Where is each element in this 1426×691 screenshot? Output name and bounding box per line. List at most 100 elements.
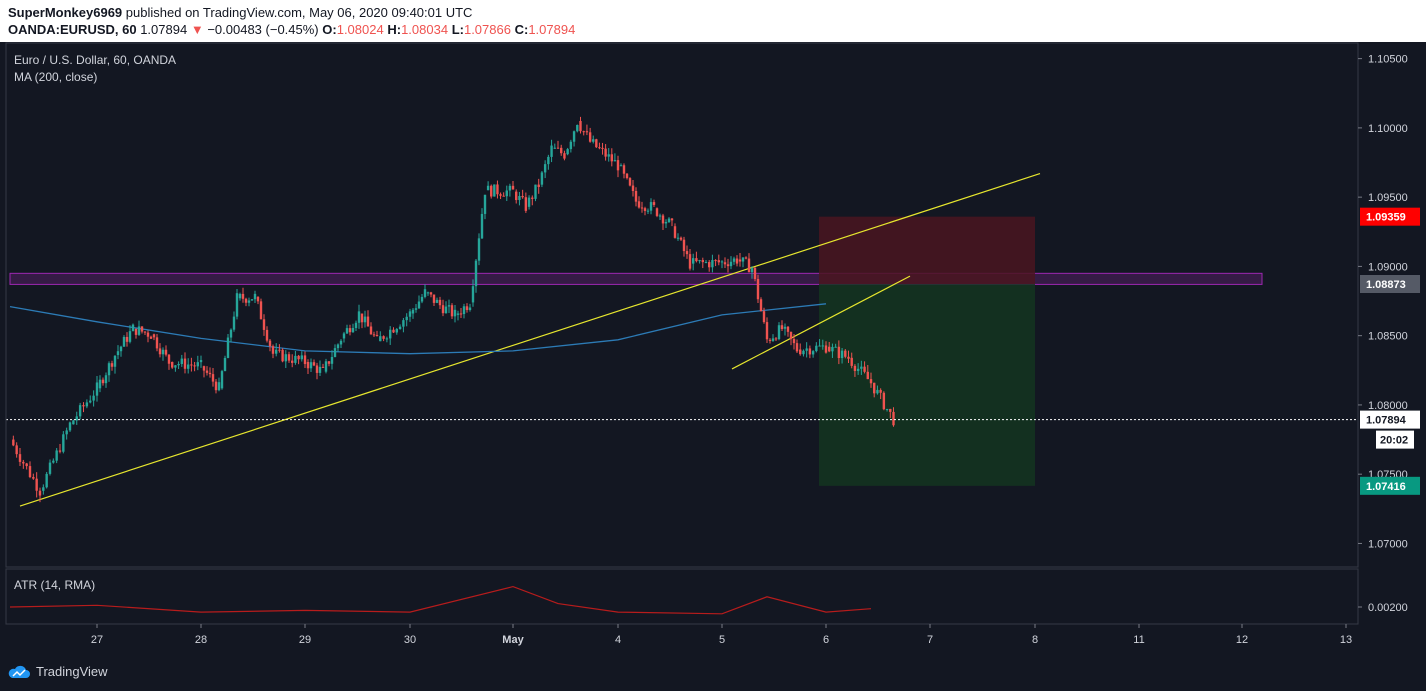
candle-body bbox=[171, 361, 174, 368]
published-text: published on TradingView.com, May 06, 20… bbox=[125, 5, 473, 20]
candle-body bbox=[82, 405, 85, 407]
stop-loss-zone bbox=[819, 216, 1035, 284]
candle-body bbox=[885, 408, 889, 410]
candle-body bbox=[747, 258, 751, 273]
candle-body bbox=[698, 260, 701, 262]
tradingview-brand[interactable]: TradingView bbox=[8, 664, 108, 679]
candle-body bbox=[456, 313, 460, 315]
candle-body bbox=[735, 258, 739, 264]
candle-body bbox=[101, 379, 105, 384]
candle-body bbox=[889, 408, 892, 412]
candle-body bbox=[363, 316, 367, 323]
candle-body bbox=[792, 339, 796, 344]
candle-body bbox=[152, 334, 156, 338]
candle-body bbox=[250, 299, 254, 301]
candle-body bbox=[321, 366, 325, 368]
candle-body bbox=[357, 311, 361, 323]
candle-body bbox=[762, 311, 766, 323]
candle-body bbox=[420, 296, 424, 302]
candle-body bbox=[759, 299, 763, 312]
candle-body bbox=[306, 361, 310, 369]
candle-body bbox=[616, 160, 620, 171]
candle-body bbox=[202, 366, 206, 371]
last-price-tag: 1.07894 bbox=[1366, 415, 1407, 427]
candle-body bbox=[161, 349, 165, 355]
candle-body bbox=[438, 299, 442, 306]
candle-body bbox=[382, 336, 385, 339]
candle-body bbox=[679, 237, 683, 240]
candle-body bbox=[426, 292, 430, 294]
candle-body bbox=[220, 371, 224, 389]
candle-body bbox=[423, 289, 427, 297]
price-tags: 1.09359 1.08873 1.07416 1.07894 20:02 bbox=[1360, 207, 1420, 495]
candle-body bbox=[336, 344, 340, 349]
candle-body bbox=[490, 185, 493, 197]
candle-body bbox=[502, 195, 505, 197]
candle-body bbox=[628, 178, 632, 186]
candle-body bbox=[256, 296, 260, 302]
x-tick-label: 13 bbox=[1340, 634, 1352, 646]
candle-body bbox=[447, 305, 451, 307]
candle-body bbox=[869, 379, 873, 384]
candle-body bbox=[259, 301, 263, 320]
candle-body bbox=[631, 185, 635, 191]
candle-body bbox=[405, 316, 408, 321]
candle-body bbox=[863, 366, 866, 372]
candle-body bbox=[595, 139, 598, 148]
candle-body bbox=[92, 395, 95, 401]
candle-body bbox=[753, 267, 757, 280]
candle-body bbox=[287, 354, 291, 361]
candle-body bbox=[408, 311, 412, 317]
candle-body bbox=[315, 365, 319, 373]
candle-body bbox=[799, 349, 802, 355]
trendline-2 bbox=[731, 275, 911, 370]
candle-body bbox=[143, 331, 147, 333]
candle-body bbox=[534, 184, 537, 199]
candle-body bbox=[444, 306, 448, 314]
candle-body bbox=[646, 210, 650, 212]
author-name[interactable]: SuperMonkey6969 bbox=[8, 5, 123, 20]
atr-legend: ATR (14, RMA) bbox=[14, 578, 95, 592]
resistance-zone bbox=[9, 272, 1263, 285]
candle-body bbox=[354, 322, 358, 329]
candle-body bbox=[107, 363, 111, 376]
candle-body bbox=[238, 293, 242, 299]
candle-body bbox=[879, 389, 882, 393]
instrument-legend: Euro / U.S. Dollar, 60, OANDA bbox=[14, 53, 176, 67]
candle-body bbox=[811, 351, 815, 355]
close-label: C: bbox=[514, 22, 529, 37]
candle-body bbox=[732, 258, 736, 262]
candle-body bbox=[815, 345, 818, 352]
candle-body bbox=[496, 184, 499, 195]
candle-body bbox=[360, 313, 364, 323]
candle-body bbox=[65, 430, 68, 435]
candle-body bbox=[873, 382, 876, 394]
candle-body bbox=[515, 191, 518, 201]
candle-body bbox=[271, 346, 275, 354]
candle-body bbox=[831, 346, 834, 352]
chart-lines bbox=[9, 173, 1041, 507]
candle-body bbox=[303, 355, 307, 365]
candle-body bbox=[167, 354, 171, 364]
candle-body bbox=[55, 450, 58, 461]
y-tick-label: 1.07000 bbox=[1368, 538, 1408, 550]
price-chart[interactable]: 1.10500 1.10000 1.09500 1.09000 1.08500 1.080… bbox=[0, 42, 1426, 652]
candle-body bbox=[402, 320, 405, 327]
candle-body bbox=[366, 316, 370, 327]
candle-body bbox=[342, 333, 346, 339]
price-change: −0.00483 (−0.45%) bbox=[207, 22, 319, 37]
candle-body bbox=[327, 361, 331, 364]
candle-body bbox=[232, 316, 236, 330]
candle-body bbox=[789, 331, 793, 340]
candle-body bbox=[518, 195, 521, 201]
low-label: L: bbox=[451, 22, 464, 37]
candle-body bbox=[598, 147, 601, 149]
candle-body bbox=[676, 237, 680, 239]
open-value: 1.08024 bbox=[336, 22, 384, 37]
atr-y-tick-label: 0.00200 bbox=[1368, 602, 1408, 614]
candle-body bbox=[45, 473, 48, 488]
candle-body bbox=[177, 363, 180, 366]
candle-body bbox=[199, 360, 203, 363]
y-tick-label: 1.08500 bbox=[1368, 331, 1408, 343]
candle-body bbox=[860, 366, 863, 369]
